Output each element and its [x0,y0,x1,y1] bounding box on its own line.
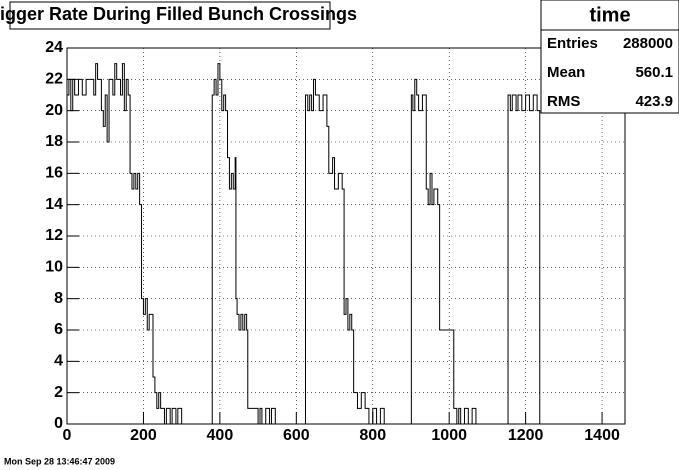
x-tick-label: 800 [359,427,386,444]
data-line [67,63,541,425]
title-box [9,1,331,30]
x-tick-label: 600 [283,427,310,444]
stats-value: 560.1 [635,64,673,81]
y-tick-label: 16 [45,165,63,182]
stats-value: 423.9 [635,93,673,110]
y-tick-label: 10 [45,259,63,276]
x-tick-label: 1000 [431,427,467,444]
stats-title: time [589,4,630,26]
y-tick-label: 24 [45,39,63,56]
stats-box: time Entries 288000 Mean 560.1 RMS 423.9 [540,0,679,114]
y-tick-label: 18 [45,133,63,150]
stats-frame [540,0,679,114]
y-tick-label: 12 [45,227,63,244]
x-tick-label: 200 [130,427,157,444]
y-tick-label: 14 [45,196,63,213]
x-tick-label: 1400 [584,427,620,444]
y-tick-label: 2 [54,384,63,401]
x-tick-label: 400 [207,427,234,444]
footer: Mon Sep 28 13:46:47 2009 [4,456,115,466]
y-tick-label: 4 [54,353,63,370]
y-tick-label: 6 [54,321,63,338]
y-tick-label: 22 [45,71,63,88]
stats-label: RMS [547,93,580,110]
x-tick-label: 1200 [508,427,544,444]
y-tick-label: 0 [54,415,63,432]
stats-label: Mean [547,64,585,81]
stats-value: 288000 [623,35,673,52]
chart-title: Trigger Rate During Filled Bunch Crossin… [0,4,357,24]
y-tick-label: 20 [45,102,63,119]
stats-label: Entries [547,35,598,52]
x-tick-label: 0 [63,427,72,444]
y-tick-label: 8 [54,290,63,307]
